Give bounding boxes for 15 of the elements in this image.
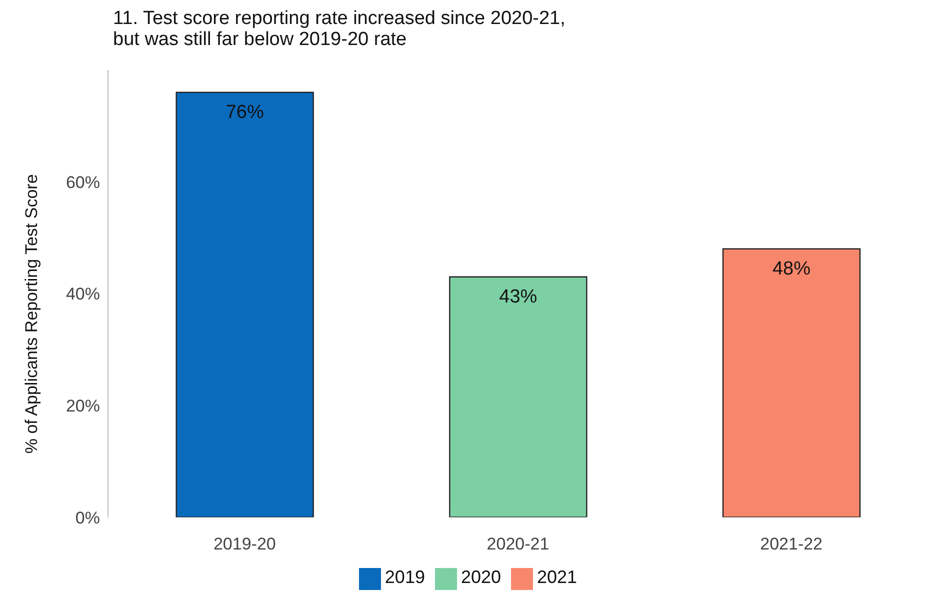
y-axis-title: % of Applicants Reporting Test Score — [22, 174, 42, 454]
y-tick-label: 40% — [66, 284, 100, 304]
x-tick-label: 2021-22 — [760, 534, 823, 554]
legend-label: 2021 — [537, 567, 578, 588]
chart-title: 11. Test score reporting rate increased since 2020-21, but was still far below 2019-20 rate — [113, 8, 566, 50]
x-tick-label: 2019-20 — [213, 534, 276, 554]
legend-label: 2020 — [460, 567, 502, 588]
legend-label: 2019 — [384, 567, 425, 588]
y-tick-label: 60% — [66, 172, 100, 192]
data-label: 76% — [226, 102, 264, 123]
y-tick-label: 20% — [66, 396, 100, 416]
data-label: 48% — [772, 258, 811, 280]
y-tick-label: 0% — [75, 508, 100, 528]
x-tick-label: 2020-21 — [486, 534, 550, 554]
data-label: 43% — [499, 286, 538, 308]
